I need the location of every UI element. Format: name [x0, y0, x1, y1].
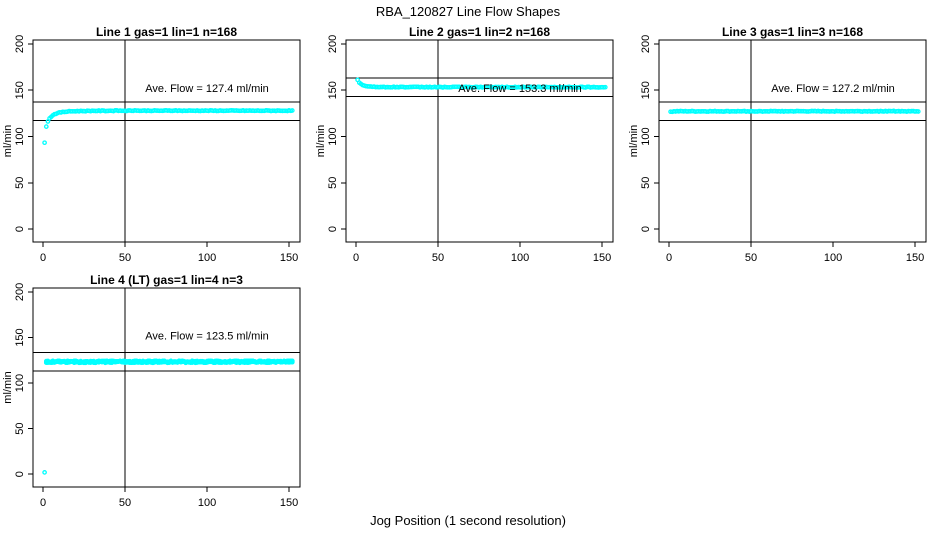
- x-tick-label: 50: [119, 497, 131, 509]
- y-tick-label: 50: [14, 423, 26, 435]
- y-tick-label: 100: [327, 127, 339, 145]
- y-tick-label: 150: [14, 81, 26, 99]
- y-tick-label: 150: [640, 81, 652, 99]
- x-tick-label: 50: [119, 252, 131, 264]
- y-axis-unit-label: ml/min: [2, 371, 14, 403]
- figure-title: RBA_120827 Line Flow Shapes: [375, 4, 561, 19]
- y-tick-label: 150: [327, 81, 339, 99]
- x-axis-label: Jog Position (1 second resolution): [370, 513, 566, 528]
- y-tick-label: 0: [640, 226, 652, 232]
- y-axis-unit-label: ml/min: [315, 125, 327, 157]
- y-tick-label: 200: [14, 283, 26, 301]
- x-tick-label: 0: [40, 497, 46, 509]
- panel-title: Line 4 (LT) gas=1 lin=4 n=3: [90, 273, 243, 287]
- panel-line-4: 0 50 100 150 0 50 100 150 200 ml/min Ave. Flow = 1…: [2, 273, 301, 509]
- plot-box: [32, 287, 301, 488]
- ave-flow-annotation: Ave. Flow = 123.5 ml/min: [145, 330, 269, 342]
- x-tick-label: 50: [745, 252, 757, 264]
- data-point: [289, 108, 295, 113]
- x-tick-label: 0: [353, 252, 359, 264]
- data-point: [43, 124, 49, 129]
- panel-title: Line 1 gas=1 lin=1 n=168: [96, 25, 237, 39]
- x-tick-label: 150: [906, 252, 924, 264]
- x-tick-label: 150: [280, 497, 298, 509]
- y-tick-label: 100: [14, 127, 26, 145]
- x-tick-label: 100: [198, 252, 216, 264]
- data-point: [42, 470, 47, 475]
- data-points: [668, 108, 921, 115]
- data-point: [289, 358, 295, 364]
- x-tick-label: 150: [593, 252, 611, 264]
- panel-title: Line 2 gas=1 lin=2 n=168: [409, 25, 550, 39]
- y-tick-label: 50: [14, 177, 26, 189]
- data-point: [42, 140, 47, 146]
- y-tick-label: 100: [640, 127, 652, 145]
- y-tick-label: 200: [327, 35, 339, 53]
- x-tick-label: 100: [824, 252, 842, 264]
- y-tick-label: 150: [14, 328, 26, 346]
- panel-title: Line 3 gas=1 lin=3 n=168: [722, 25, 863, 39]
- plot-box: [345, 39, 614, 243]
- x-tick-label: 100: [198, 497, 216, 509]
- y-tick-label: 0: [14, 226, 26, 232]
- x-tick-label: 50: [432, 252, 444, 264]
- data-point: [602, 84, 608, 90]
- panel-line-3: 0 50 100 150 0 50 100 150 200 ml/min Ave. Flow = 1…: [628, 25, 927, 264]
- ave-flow-annotation: Ave. Flow = 127.4 ml/min: [145, 83, 269, 95]
- data-point: [915, 109, 921, 114]
- x-tick-label: 100: [511, 252, 529, 264]
- panel-line-1: 0 50 100 150 0 50 100 150 200 ml/min Ave. Flow = 1…: [2, 25, 301, 264]
- y-tick-label: 0: [327, 226, 339, 232]
- y-tick-label: 50: [327, 177, 339, 189]
- panel-line-2: 0 50 100 150 0 50 100 150 200 ml/min Ave. Flow = 1…: [315, 25, 614, 264]
- data-points: [42, 108, 295, 146]
- y-tick-label: 0: [14, 471, 26, 477]
- x-tick-label: 150: [280, 252, 298, 264]
- y-axis-unit-label: ml/min: [2, 125, 14, 157]
- x-tick-label: 0: [666, 252, 672, 264]
- y-tick-label: 50: [640, 177, 652, 189]
- y-axis-unit-label: ml/min: [628, 125, 640, 157]
- plot-box: [32, 39, 301, 243]
- ave-flow-annotation: Ave. Flow = 127.2 ml/min: [771, 83, 895, 95]
- data-points: [42, 358, 295, 475]
- ave-flow-annotation: Ave. Flow = 153.3 ml/min: [458, 83, 582, 95]
- data-points: [355, 77, 608, 90]
- y-tick-label: 200: [14, 35, 26, 53]
- plot-box: [658, 39, 927, 243]
- y-tick-label: 200: [640, 35, 652, 53]
- y-tick-label: 100: [14, 374, 26, 392]
- x-tick-label: 0: [40, 252, 46, 264]
